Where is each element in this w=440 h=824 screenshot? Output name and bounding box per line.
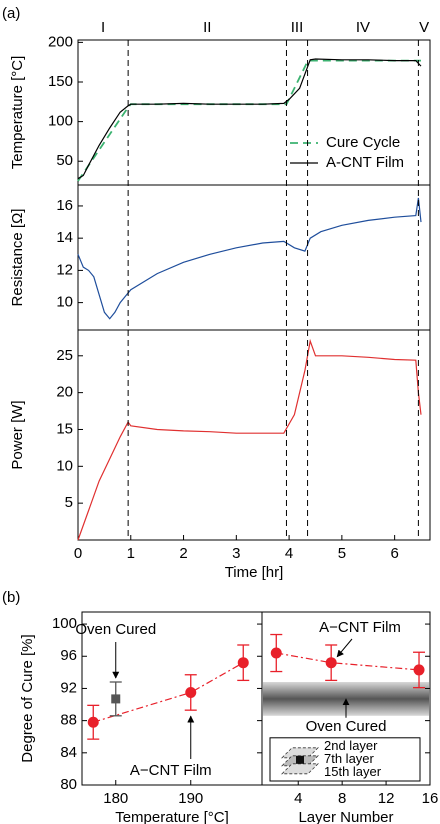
inset-label: 15th layer — [324, 764, 382, 779]
phase-label: V — [419, 19, 429, 36]
plot-frame — [77, 184, 431, 331]
data-point — [111, 694, 121, 704]
x-tick-label: 1 — [127, 545, 135, 562]
panel-label: (a) — [2, 5, 20, 22]
x-axis-label: Time [hr] — [225, 564, 284, 581]
annotation: Oven Cured — [306, 718, 387, 735]
plot-frame — [77, 329, 431, 541]
y-axis-label: Temperature [°C] — [9, 56, 26, 170]
phase-label: I — [101, 19, 105, 36]
plot-frame — [261, 611, 431, 786]
y-tick-label: 15 — [56, 420, 73, 437]
y-tick-label: 12 — [56, 261, 73, 278]
phase-label: IV — [356, 19, 370, 36]
x-axis-label: Temperature [°C] — [115, 809, 229, 824]
y-axis-label: Degree of Cure [%] — [19, 634, 36, 762]
data-point — [270, 647, 282, 659]
panel-label: (b) — [2, 589, 20, 606]
x-tick-label: 8 — [338, 790, 346, 807]
annotation-arrow — [336, 638, 353, 658]
phase-label: II — [203, 19, 211, 36]
x-axis-label: Layer Number — [298, 809, 393, 824]
y-tick-label: 80 — [60, 776, 77, 793]
y-tick-label: 200 — [48, 33, 73, 50]
data-point — [237, 657, 249, 669]
data-point — [325, 657, 337, 669]
y-axis-label: Power [W] — [9, 400, 26, 469]
y-tick-label: 10 — [56, 294, 73, 311]
x-tick-label: 12 — [378, 790, 395, 807]
y-tick-label: 5 — [65, 494, 73, 511]
data-point — [87, 716, 99, 728]
y-tick-label: 50 — [56, 152, 73, 169]
y-tick-label: 96 — [60, 647, 77, 664]
y-tick-label: 92 — [60, 679, 77, 696]
x-tick-label: 5 — [338, 545, 346, 562]
x-tick-label: 2 — [179, 545, 187, 562]
y-tick-label: 20 — [56, 384, 73, 401]
x-tick-label: 190 — [178, 790, 203, 807]
series-line — [77, 197, 422, 320]
x-tick-label: 16 — [422, 790, 439, 807]
layer-icon — [296, 755, 304, 764]
inset-label: 2nd layer — [324, 738, 378, 753]
x-tick-label: 6 — [390, 545, 398, 562]
y-tick-label: 88 — [60, 712, 77, 729]
y-tick-label: 100 — [48, 113, 73, 130]
layer-icon — [281, 763, 319, 775]
y-tick-label: 84 — [60, 744, 77, 761]
legend-label: Cure Cycle — [326, 134, 400, 151]
y-tick-label: 100 — [52, 615, 77, 632]
x-tick-label: 3 — [232, 545, 240, 562]
x-tick-label: 0 — [74, 545, 82, 562]
annotation: A−CNT Film — [319, 619, 401, 636]
annotation: A−CNT Film — [130, 762, 212, 779]
series-line — [77, 338, 422, 541]
x-tick-label: 4 — [285, 545, 293, 562]
y-tick-label: 150 — [48, 73, 73, 90]
y-tick-label: 16 — [56, 197, 73, 214]
series-line — [77, 58, 422, 180]
y-axis-label: Resistance [Ω] — [9, 209, 26, 307]
y-tick-label: 14 — [56, 229, 73, 246]
phase-label: III — [291, 19, 304, 36]
data-point — [185, 686, 197, 698]
x-tick-label: 4 — [294, 790, 302, 807]
trend-line — [276, 652, 420, 671]
y-tick-label: 10 — [56, 457, 73, 474]
y-tick-label: 25 — [56, 347, 73, 364]
legend-label: A-CNT Film — [326, 154, 404, 171]
data-point — [413, 664, 425, 676]
annotation: Oven Cured — [75, 621, 156, 638]
x-tick-label: 180 — [103, 790, 128, 807]
inset-label: 7th layer — [324, 751, 375, 766]
